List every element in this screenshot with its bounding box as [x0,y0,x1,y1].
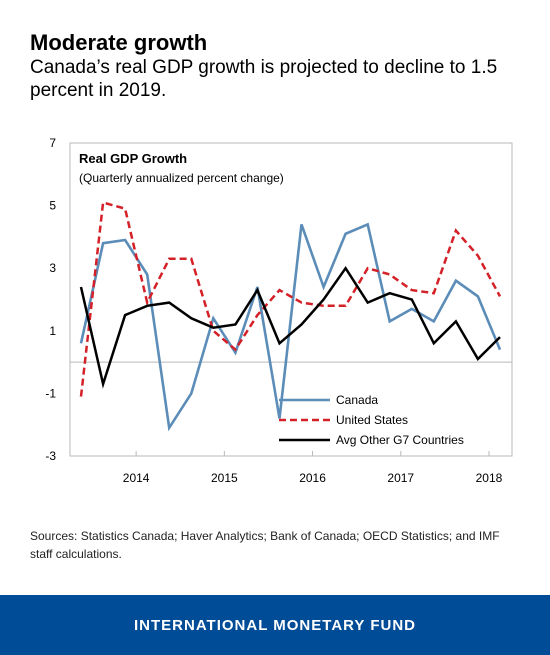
y-axis: 7 5 3 1 -1 -3 [45,136,56,463]
series-line-united-states [79,200,502,397]
legend-label: Canada [336,393,378,407]
x-tick-label: 2016 [299,471,326,485]
x-tick-label: 2015 [211,471,238,485]
x-tick-label: 2018 [476,471,503,485]
legend-label: United States [336,413,408,427]
y-tick-label: 5 [49,199,56,213]
sources-note: Sources: Statistics Canada; Haver Analyt… [30,529,500,561]
series-line-canada [79,222,502,432]
series-lines [79,200,502,432]
legend-label: Avg Other G7 Countries [336,433,464,447]
chart-subheadline: Canada’s real GDP growth is projected to… [30,57,498,101]
plot-subtitle: (Quarterly annualized percent change) [79,171,284,185]
y-tick-label: -1 [45,386,56,400]
plot-frame [69,142,513,457]
x-tick-label: 2014 [123,471,150,485]
x-tick-label: 2017 [387,471,414,485]
series-line-avg-other-g7-countries [79,265,501,389]
y-tick-label: 3 [49,261,56,275]
legend: Canada United States Avg Other G7 Countrie… [279,393,464,447]
chart-headline: Moderate growth [30,30,208,55]
plot-title: Real GDP Growth [79,151,187,166]
real-gdp-growth-chart: Real GDP Growth (Quarterly annualized pe… [45,136,513,485]
y-tick-label: -3 [45,449,56,463]
footer-bar: INTERNATIONAL MONETARY FUND [0,595,550,655]
imf-brand-label: INTERNATIONAL MONETARY FUND [134,616,416,634]
y-tick-label: 1 [49,324,56,338]
x-axis: 2014 2015 2016 2017 2018 [123,451,503,485]
y-tick-label: 7 [49,136,56,150]
